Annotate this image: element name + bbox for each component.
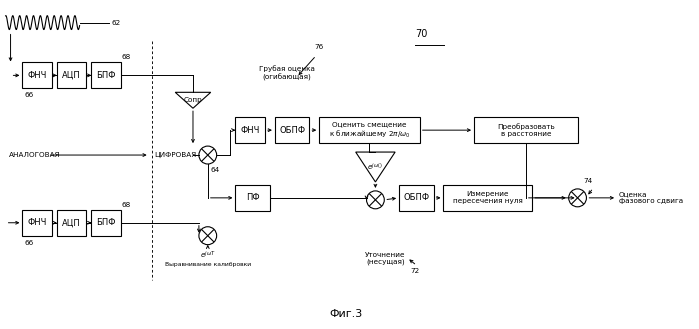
Text: Грубая оценка
(огибающая): Грубая оценка (огибающая) — [259, 65, 315, 81]
Text: ОБПФ: ОБПФ — [279, 126, 305, 135]
FancyBboxPatch shape — [474, 117, 577, 143]
FancyBboxPatch shape — [236, 117, 265, 143]
FancyBboxPatch shape — [92, 63, 121, 88]
Text: Преобразовать
в расстояние: Преобразовать в расстояние — [497, 123, 555, 137]
FancyBboxPatch shape — [443, 185, 532, 211]
Text: 68: 68 — [122, 54, 131, 61]
FancyBboxPatch shape — [399, 185, 433, 211]
Text: 66: 66 — [24, 92, 34, 98]
FancyBboxPatch shape — [22, 63, 52, 88]
Text: АЦП: АЦП — [62, 71, 81, 80]
Text: Сопр: Сопр — [184, 97, 202, 103]
Text: ФНЧ: ФНЧ — [27, 71, 47, 80]
Text: 68: 68 — [122, 202, 131, 208]
Text: ЦИФРОВАЯ: ЦИФРОВАЯ — [154, 152, 197, 158]
Text: Выравнивание калибровки: Выравнивание калибровки — [165, 262, 251, 266]
FancyBboxPatch shape — [92, 210, 121, 236]
Text: 66: 66 — [24, 240, 34, 246]
Text: АЦП: АЦП — [62, 218, 81, 227]
Text: Фиг.3: Фиг.3 — [329, 309, 363, 319]
Text: ФНЧ: ФНЧ — [27, 218, 47, 227]
Text: БПФ: БПФ — [96, 218, 116, 227]
Text: ФНЧ: ФНЧ — [240, 126, 260, 135]
Text: Уточнение
(несущая): Уточнение (несущая) — [365, 252, 405, 265]
FancyBboxPatch shape — [22, 210, 52, 236]
Text: $e^{j\omega T}$: $e^{j\omega T}$ — [200, 250, 216, 261]
FancyBboxPatch shape — [236, 185, 270, 211]
Text: 72: 72 — [410, 267, 419, 273]
Text: $e^{j\omega()}$: $e^{j\omega()}$ — [368, 161, 383, 173]
Text: ОБПФ: ОБПФ — [403, 193, 429, 202]
Text: Оценить смещение
к ближайшему $2\pi/\omega_0$: Оценить смещение к ближайшему $2\pi/\ome… — [329, 121, 410, 139]
Text: Оценка
фазового сдвига: Оценка фазового сдвига — [619, 191, 683, 204]
Text: 70: 70 — [415, 29, 427, 38]
Text: Измерение
пересечения нуля: Измерение пересечения нуля — [453, 191, 523, 204]
Text: ПФ: ПФ — [246, 193, 259, 202]
Text: АНАЛОГОВАЯ: АНАЛОГОВАЯ — [8, 152, 60, 158]
Text: 62: 62 — [111, 20, 120, 26]
Text: 76: 76 — [315, 43, 324, 49]
Text: 64: 64 — [210, 167, 220, 173]
Text: БПФ: БПФ — [96, 71, 116, 80]
FancyBboxPatch shape — [319, 117, 420, 143]
FancyBboxPatch shape — [57, 210, 87, 236]
FancyBboxPatch shape — [275, 117, 310, 143]
Text: 74: 74 — [584, 178, 593, 184]
FancyBboxPatch shape — [57, 63, 87, 88]
